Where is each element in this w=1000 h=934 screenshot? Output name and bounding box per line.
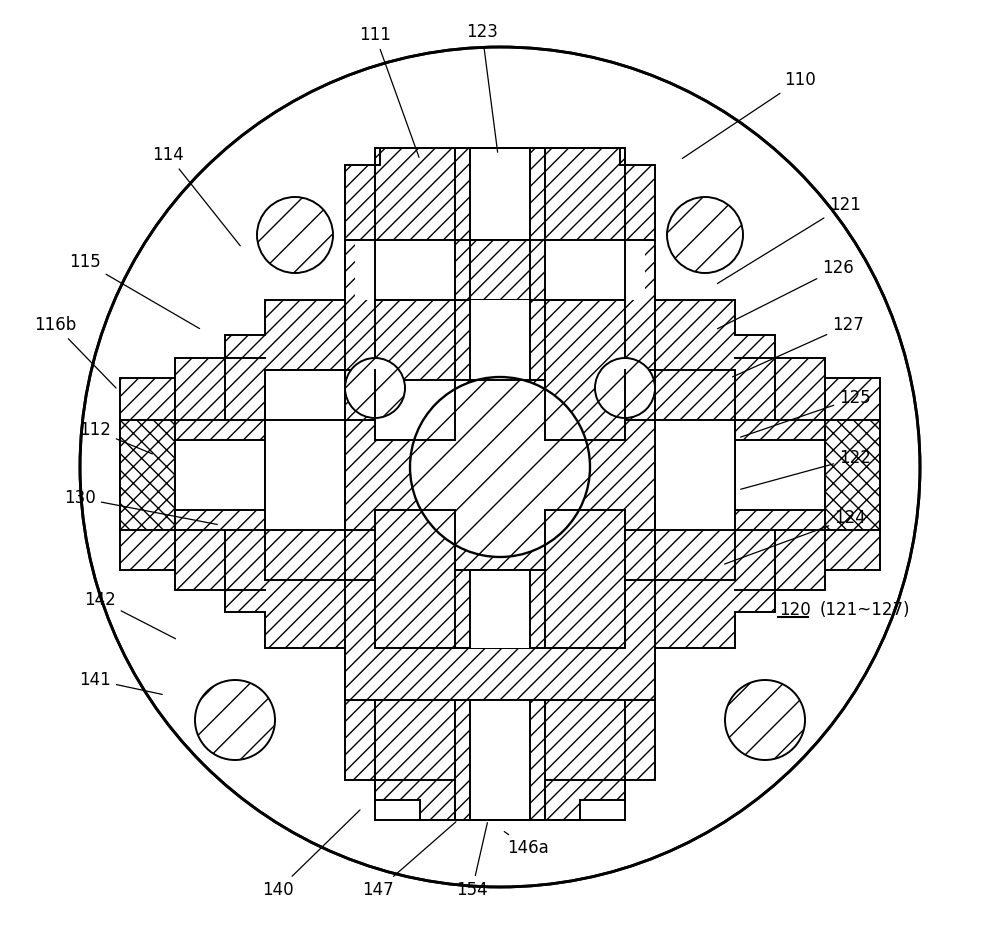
Circle shape bbox=[345, 358, 405, 418]
Polygon shape bbox=[455, 148, 545, 240]
Polygon shape bbox=[530, 148, 545, 300]
Polygon shape bbox=[825, 420, 880, 530]
Text: 112: 112 bbox=[79, 421, 152, 454]
Text: 154: 154 bbox=[456, 823, 488, 899]
Text: 141: 141 bbox=[79, 671, 162, 694]
Polygon shape bbox=[455, 148, 470, 300]
Polygon shape bbox=[345, 530, 375, 580]
Polygon shape bbox=[345, 370, 375, 420]
Circle shape bbox=[667, 197, 743, 273]
Text: 125: 125 bbox=[741, 389, 871, 437]
Polygon shape bbox=[455, 700, 545, 820]
Text: 121: 121 bbox=[717, 196, 861, 284]
Polygon shape bbox=[470, 700, 530, 820]
Circle shape bbox=[80, 47, 920, 887]
Polygon shape bbox=[120, 240, 880, 700]
Text: 124: 124 bbox=[725, 509, 866, 564]
Polygon shape bbox=[345, 510, 655, 648]
Polygon shape bbox=[265, 370, 455, 440]
Text: 123: 123 bbox=[466, 23, 498, 152]
Polygon shape bbox=[455, 570, 545, 648]
Text: 130: 130 bbox=[64, 489, 217, 525]
Polygon shape bbox=[345, 300, 655, 440]
Polygon shape bbox=[345, 700, 655, 820]
Text: (121~127): (121~127) bbox=[820, 601, 910, 619]
Text: 127: 127 bbox=[733, 316, 864, 376]
Circle shape bbox=[725, 680, 805, 760]
Text: 142: 142 bbox=[84, 591, 176, 639]
Polygon shape bbox=[470, 300, 530, 380]
Polygon shape bbox=[345, 148, 655, 240]
Polygon shape bbox=[625, 530, 655, 580]
Polygon shape bbox=[530, 700, 545, 820]
Text: 114: 114 bbox=[152, 146, 240, 246]
Text: 122: 122 bbox=[741, 449, 871, 489]
Polygon shape bbox=[470, 570, 530, 648]
Text: 111: 111 bbox=[359, 26, 419, 158]
Polygon shape bbox=[655, 420, 735, 530]
Polygon shape bbox=[345, 148, 655, 235]
Text: 120: 120 bbox=[779, 601, 811, 619]
Text: 147: 147 bbox=[362, 822, 456, 899]
Circle shape bbox=[595, 358, 655, 418]
Circle shape bbox=[257, 197, 333, 273]
Polygon shape bbox=[355, 240, 455, 300]
Text: 140: 140 bbox=[262, 810, 360, 899]
Polygon shape bbox=[120, 440, 265, 510]
Text: 110: 110 bbox=[682, 71, 816, 159]
Circle shape bbox=[410, 377, 590, 557]
Text: 116b: 116b bbox=[34, 316, 116, 388]
Polygon shape bbox=[455, 700, 470, 820]
Polygon shape bbox=[120, 420, 175, 530]
Polygon shape bbox=[455, 300, 545, 380]
Circle shape bbox=[195, 680, 275, 760]
Polygon shape bbox=[355, 195, 645, 235]
Polygon shape bbox=[265, 420, 345, 530]
Text: 146a: 146a bbox=[504, 831, 549, 857]
Text: 126: 126 bbox=[717, 259, 854, 329]
Polygon shape bbox=[545, 240, 645, 300]
Polygon shape bbox=[735, 440, 880, 510]
Polygon shape bbox=[625, 370, 655, 420]
Text: 115: 115 bbox=[69, 253, 200, 329]
